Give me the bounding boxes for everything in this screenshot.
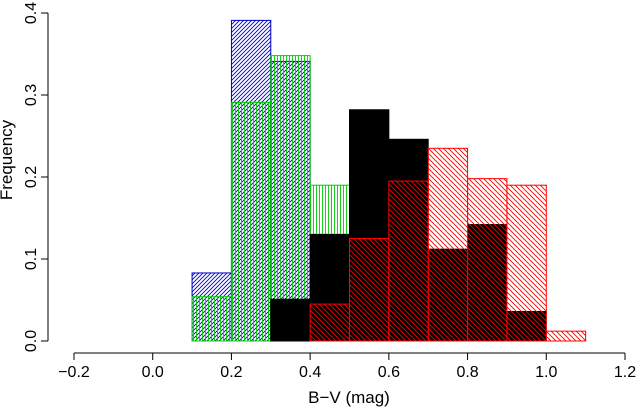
x-ticks: −0.2 0.0 0.2 0.4 0.6 0.8 1.0 1.2: [58, 353, 636, 381]
y-tick-label: 0.4: [23, 2, 40, 24]
histogram-bar-series-3-bin-5: [506, 184, 547, 342]
x-tick-label: 1.2: [614, 364, 636, 381]
y-tick-label: 0.3: [23, 84, 40, 106]
x-axis-label: B−V (mag): [308, 388, 390, 407]
bars-layer: [191, 19, 587, 342]
histogram-bar-series-2-bin-0: [270, 298, 311, 342]
y-tick-label: 0.0: [23, 330, 40, 352]
histogram-bar-series-3-bin-4: [467, 178, 508, 342]
y-axis-label: Frequency: [0, 119, 16, 200]
y-tick-label: 0.1: [23, 248, 40, 270]
x-tick-label: 0.6: [378, 364, 400, 381]
x-tick-label: 0.8: [456, 364, 478, 381]
x-tick-label: 0.4: [299, 364, 321, 381]
x-tick-label: 1.0: [535, 364, 557, 381]
y-tick-label: 0.2: [23, 166, 40, 188]
histogram-bar-series-1-bin-1: [230, 101, 272, 342]
x-tick-label: 0.0: [142, 364, 164, 381]
histogram-bar-series-3-bin-0: [309, 303, 350, 342]
y-axis: 0.0 0.1 0.2 0.3 0.4: [23, 2, 49, 352]
histogram-bar-series-3-bin-1: [349, 238, 390, 342]
histogram-bar-series-3-bin-2: [388, 180, 429, 342]
x-tick-label: 0.2: [220, 364, 242, 381]
histogram-bar-series-1-bin-2: [270, 55, 311, 342]
histogram-bar-series-3-bin-3: [427, 147, 469, 342]
x-tick-label: −0.2: [58, 364, 90, 381]
histogram-bar-series-3-bin-6: [545, 330, 587, 342]
y-ticks: 0.0 0.1 0.2 0.3 0.4: [23, 2, 48, 352]
histogram-bar-series-1-bin-0: [191, 296, 232, 342]
x-axis: −0.2 0.0 0.2 0.4 0.6 0.8 1.0 1.2: [58, 352, 636, 381]
